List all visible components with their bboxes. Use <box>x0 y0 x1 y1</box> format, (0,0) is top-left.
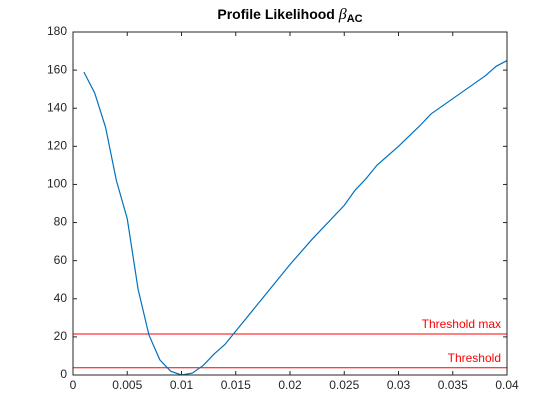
y-tick-label: 20 <box>54 329 68 343</box>
title-symbol: β <box>338 6 347 23</box>
y-tick-label: 160 <box>47 62 67 76</box>
y-tick-label: 60 <box>54 253 68 267</box>
x-tick-label: 0 <box>70 378 77 392</box>
title-subscript: AC <box>347 13 363 25</box>
threshold-label: Threshold max <box>422 317 501 331</box>
x-tick-label: 0.025 <box>329 378 359 392</box>
axes-box <box>72 31 508 376</box>
x-tick-label: 0.005 <box>112 378 142 392</box>
x-tick-label: 0.015 <box>221 378 251 392</box>
y-tick-label: 120 <box>47 139 67 153</box>
data-line <box>83 60 508 376</box>
title-text: Profile Likelihood <box>217 6 334 22</box>
x-tick-label: 0.035 <box>438 378 468 392</box>
x-tick-label: 0.03 <box>387 378 411 392</box>
y-tick-label: 140 <box>47 100 67 114</box>
y-tick-label: 80 <box>54 215 68 229</box>
y-tick-label: 0 <box>60 367 67 381</box>
x-tick-label: 0.01 <box>170 378 194 392</box>
chart-title: Profile Likelihood βAC <box>217 6 362 25</box>
x-tick-label: 0.04 <box>495 378 519 392</box>
y-tick-label: 180 <box>47 24 67 38</box>
y-tick-label: 40 <box>54 291 68 305</box>
y-tick-label: 100 <box>47 177 67 191</box>
x-tick-label: 0.02 <box>278 378 302 392</box>
threshold-label: Threshold <box>448 351 501 365</box>
